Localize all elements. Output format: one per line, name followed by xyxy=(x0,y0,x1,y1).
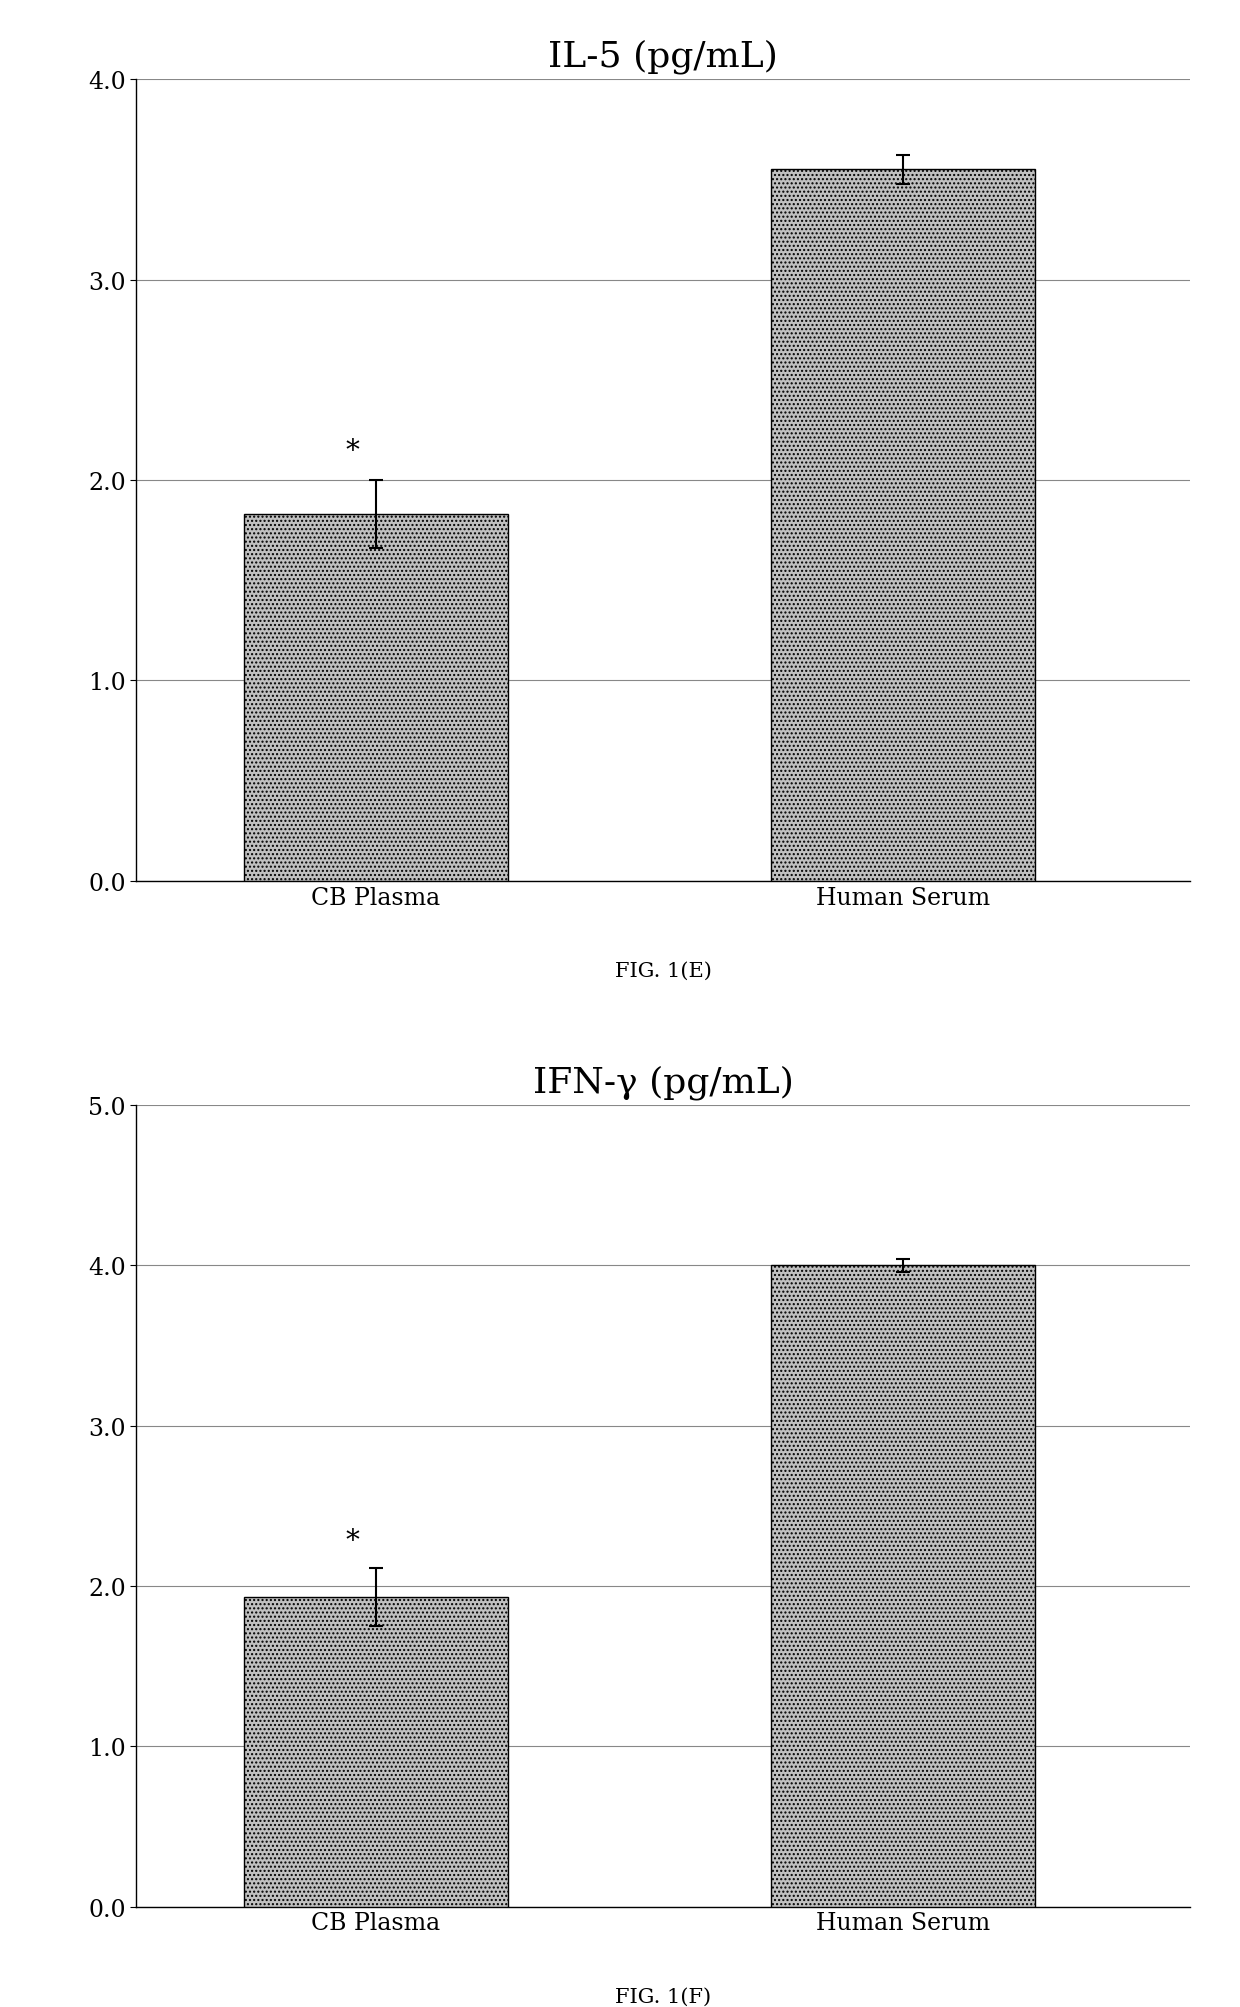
Bar xyxy=(771,171,1034,881)
Bar xyxy=(244,1598,507,1907)
Text: FIG. 1(F): FIG. 1(F) xyxy=(615,1987,712,2005)
Bar xyxy=(771,1266,1034,1907)
Text: *: * xyxy=(345,438,358,466)
Text: FIG. 1(E): FIG. 1(E) xyxy=(615,961,712,979)
Bar xyxy=(244,516,507,881)
Text: *: * xyxy=(345,1527,358,1553)
Title: IFN-γ (pg/mL): IFN-γ (pg/mL) xyxy=(533,1064,794,1100)
Title: IL-5 (pg/mL): IL-5 (pg/mL) xyxy=(548,40,779,74)
